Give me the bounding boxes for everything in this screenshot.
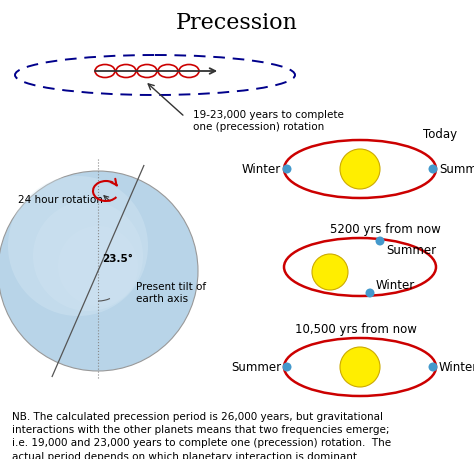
Circle shape [340, 347, 380, 387]
Circle shape [312, 254, 348, 291]
Circle shape [283, 165, 292, 174]
Text: Precession: Precession [176, 12, 298, 34]
Text: Today: Today [423, 128, 457, 141]
Text: Winter: Winter [376, 279, 415, 291]
Text: Winter: Winter [439, 361, 474, 374]
Text: 5200 yrs from now: 5200 yrs from now [330, 223, 441, 236]
Circle shape [58, 226, 138, 306]
Circle shape [428, 165, 438, 174]
Circle shape [428, 363, 438, 372]
Text: 23.5°: 23.5° [102, 253, 133, 263]
Text: Winter: Winter [242, 163, 281, 176]
Circle shape [365, 289, 374, 298]
Circle shape [0, 172, 198, 371]
Text: Summer: Summer [231, 361, 281, 374]
Text: Summer: Summer [386, 243, 436, 257]
Circle shape [8, 177, 148, 316]
Text: 24 hour rotation: 24 hour rotation [18, 195, 103, 205]
Circle shape [33, 202, 143, 311]
Circle shape [340, 150, 380, 190]
Circle shape [375, 237, 384, 246]
Text: 10,500 yrs from now: 10,500 yrs from now [295, 323, 417, 336]
Circle shape [283, 363, 292, 372]
Text: Summer: Summer [439, 163, 474, 176]
Text: Present tilt of
earth axis: Present tilt of earth axis [136, 281, 206, 303]
Text: NB. The calculated precession period is 26,000 years, but gravitational
interact: NB. The calculated precession period is … [12, 411, 391, 459]
Text: 19-23,000 years to complete
one (precession) rotation: 19-23,000 years to complete one (precess… [193, 110, 344, 131]
